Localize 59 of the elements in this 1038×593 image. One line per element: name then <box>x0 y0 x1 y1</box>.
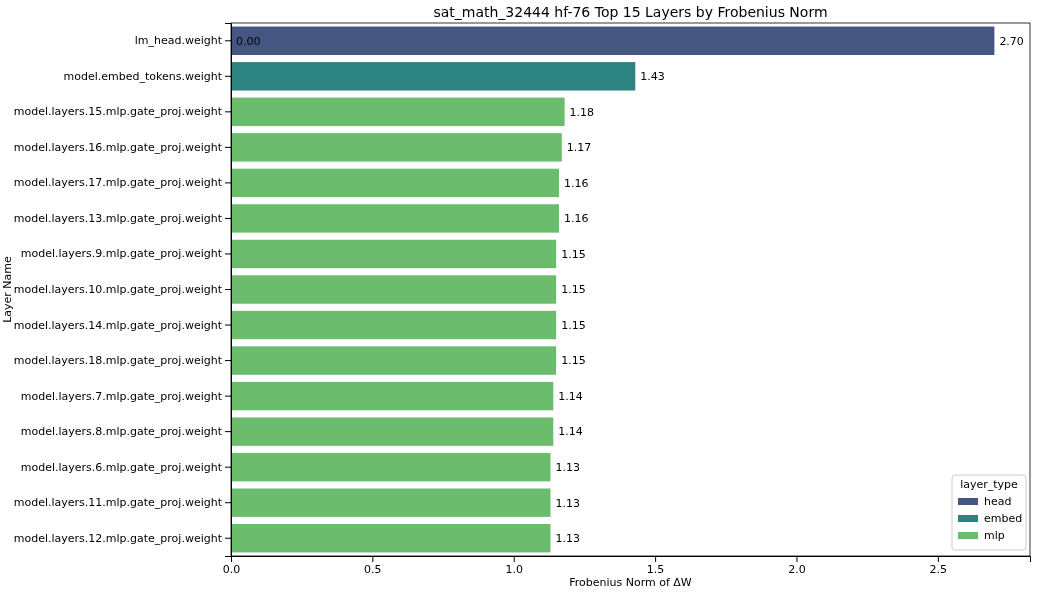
x-tick-label: 1.0 <box>505 562 523 576</box>
y-tick-label: model.layers.7.mlp.gate_proj.weight <box>20 389 223 403</box>
x-tick-label: 2.5 <box>929 562 948 576</box>
data-label: 1.15 <box>561 354 586 368</box>
bar <box>231 239 557 269</box>
y-axis-title: Layer Name <box>1 255 14 323</box>
y-tick-label: model.layers.12.mlp.gate_proj.weight <box>13 531 223 545</box>
y-tick-label: model.layers.9.mlp.gate_proj.weight <box>20 247 223 261</box>
legend-title: layer_type <box>960 478 1019 491</box>
bar <box>231 346 557 375</box>
bar <box>231 62 636 91</box>
data-label: 1.15 <box>561 318 586 332</box>
annotation: 0.00 <box>236 34 261 48</box>
y-tick-label: model.layers.13.mlp.gate_proj.weight <box>13 211 223 225</box>
bar <box>231 168 559 198</box>
y-tick-label: model.layers.16.mlp.gate_proj.weight <box>13 140 223 154</box>
y-tick-label: model.layers.18.mlp.gate_proj.weight <box>13 354 223 368</box>
legend-label: mlp <box>984 529 1005 542</box>
x-tick-label: 0.5 <box>364 562 382 576</box>
data-label: 1.15 <box>561 247 586 261</box>
legend-label: embed <box>984 512 1023 525</box>
y-tick-label: lm_head.weight <box>134 34 223 48</box>
bar <box>231 381 554 411</box>
data-label: 1.13 <box>555 532 580 546</box>
y-tick-label: model.layers.15.mlp.gate_proj.weight <box>13 105 223 119</box>
legend-label: head <box>984 495 1012 508</box>
y-tick-label: model.layers.17.mlp.gate_proj.weight <box>13 176 223 190</box>
x-tick-label: 1.5 <box>646 562 665 576</box>
y-tick-label: model.embed_tokens.weight <box>63 69 223 83</box>
x-tick-label: 2.0 <box>788 562 806 576</box>
data-label: 1.17 <box>566 141 592 155</box>
data-label: 1.43 <box>640 70 665 84</box>
bar <box>231 310 557 340</box>
data-label: 1.16 <box>563 212 589 226</box>
bar <box>231 524 551 553</box>
data-label: 1.13 <box>555 461 580 475</box>
y-tick-label: model.layers.6.mlp.gate_proj.weight <box>20 460 223 474</box>
data-label: 1.15 <box>561 283 586 297</box>
data-label: 2.70 <box>999 34 1024 48</box>
bar <box>231 97 565 127</box>
bar <box>231 133 562 162</box>
data-label: 1.16 <box>563 176 589 190</box>
data-label: 1.14 <box>558 389 583 403</box>
bar <box>231 204 559 233</box>
bar <box>231 488 551 517</box>
y-tick-label: model.layers.14.mlp.gate_proj.weight <box>13 318 223 332</box>
y-tick-label: model.layers.8.mlp.gate_proj.weight <box>20 425 223 439</box>
data-label: 1.14 <box>558 425 583 439</box>
chart-title: sat_math_32444 hf-76 Top 15 Layers by Frobenius Norm <box>433 4 828 20</box>
y-tick-label: model.layers.10.mlp.gate_proj.weight <box>13 283 223 297</box>
x-axis-title: Frobenius Norm of ΔW <box>569 576 692 589</box>
bar <box>231 452 551 482</box>
data-label: 1.18 <box>569 105 595 119</box>
data-label: 1.13 <box>555 496 580 510</box>
bar <box>231 26 995 55</box>
x-tick-label: 0.0 <box>222 562 241 576</box>
bar <box>231 417 554 446</box>
y-tick-label: model.layers.11.mlp.gate_proj.weight <box>13 496 223 510</box>
bar <box>231 275 557 304</box>
